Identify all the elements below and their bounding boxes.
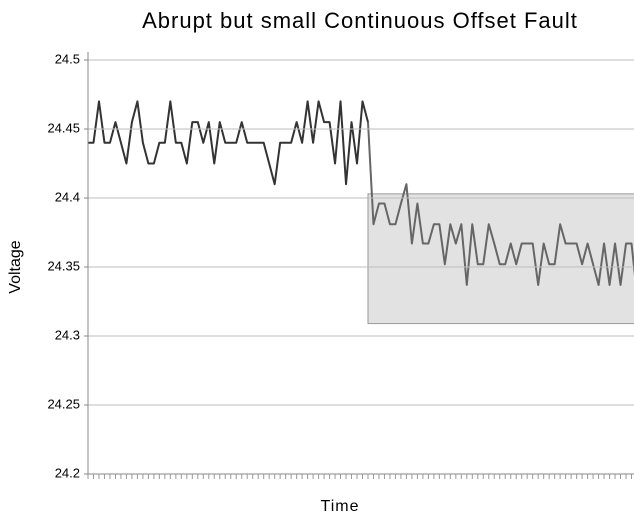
y-tick-label: 24.4 xyxy=(55,189,80,204)
x-axis-label: Time xyxy=(321,498,360,515)
line-before-fault xyxy=(88,100,369,186)
y-tick-label: 24.35 xyxy=(47,258,80,273)
y-tick-label: 24.25 xyxy=(47,396,80,411)
y-tick-label: 24.2 xyxy=(55,465,80,480)
plot-area xyxy=(88,100,634,325)
fault-region xyxy=(367,193,634,325)
y-tick-label: 24.3 xyxy=(55,327,80,342)
line-after-fault xyxy=(366,122,634,286)
chart-title: Abrupt but small Continuous Offset Fault xyxy=(142,8,578,33)
y-tick-label: 24.5 xyxy=(55,51,80,66)
y-tick-label: 24.45 xyxy=(47,120,80,135)
y-axis-label: Voltage xyxy=(7,240,24,293)
